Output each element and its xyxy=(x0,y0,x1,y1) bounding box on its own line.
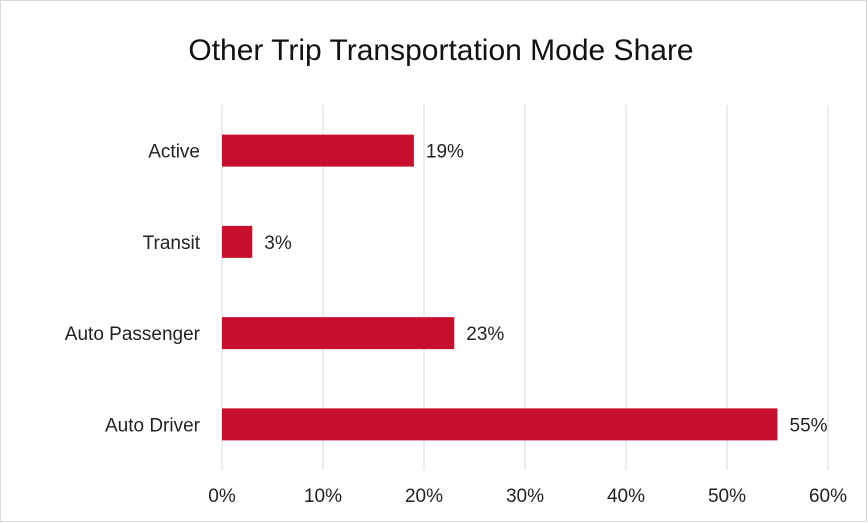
data-label: 3% xyxy=(264,233,292,254)
x-tick-label: 40% xyxy=(607,486,645,507)
x-tick-label: 0% xyxy=(208,486,236,507)
x-tick-label: 30% xyxy=(506,486,544,507)
x-tick-label: 60% xyxy=(809,486,847,507)
data-label: 23% xyxy=(466,324,504,345)
y-tick-label: Transit xyxy=(143,233,201,254)
data-label: 19% xyxy=(426,142,464,163)
x-tick-label: 20% xyxy=(405,486,443,507)
x-tick-label: 50% xyxy=(708,486,746,507)
bar xyxy=(222,134,414,167)
chart-title: Other Trip Transportation Mode Share xyxy=(188,34,693,67)
x-tick-label: 10% xyxy=(304,486,342,507)
y-tick-label: Auto Passenger xyxy=(65,324,201,345)
data-label: 55% xyxy=(790,415,828,436)
bar xyxy=(222,225,253,258)
y-tick-label: Auto Driver xyxy=(105,415,201,436)
y-tick-label: Active xyxy=(148,142,200,163)
bar xyxy=(222,317,455,350)
bar xyxy=(222,408,778,441)
